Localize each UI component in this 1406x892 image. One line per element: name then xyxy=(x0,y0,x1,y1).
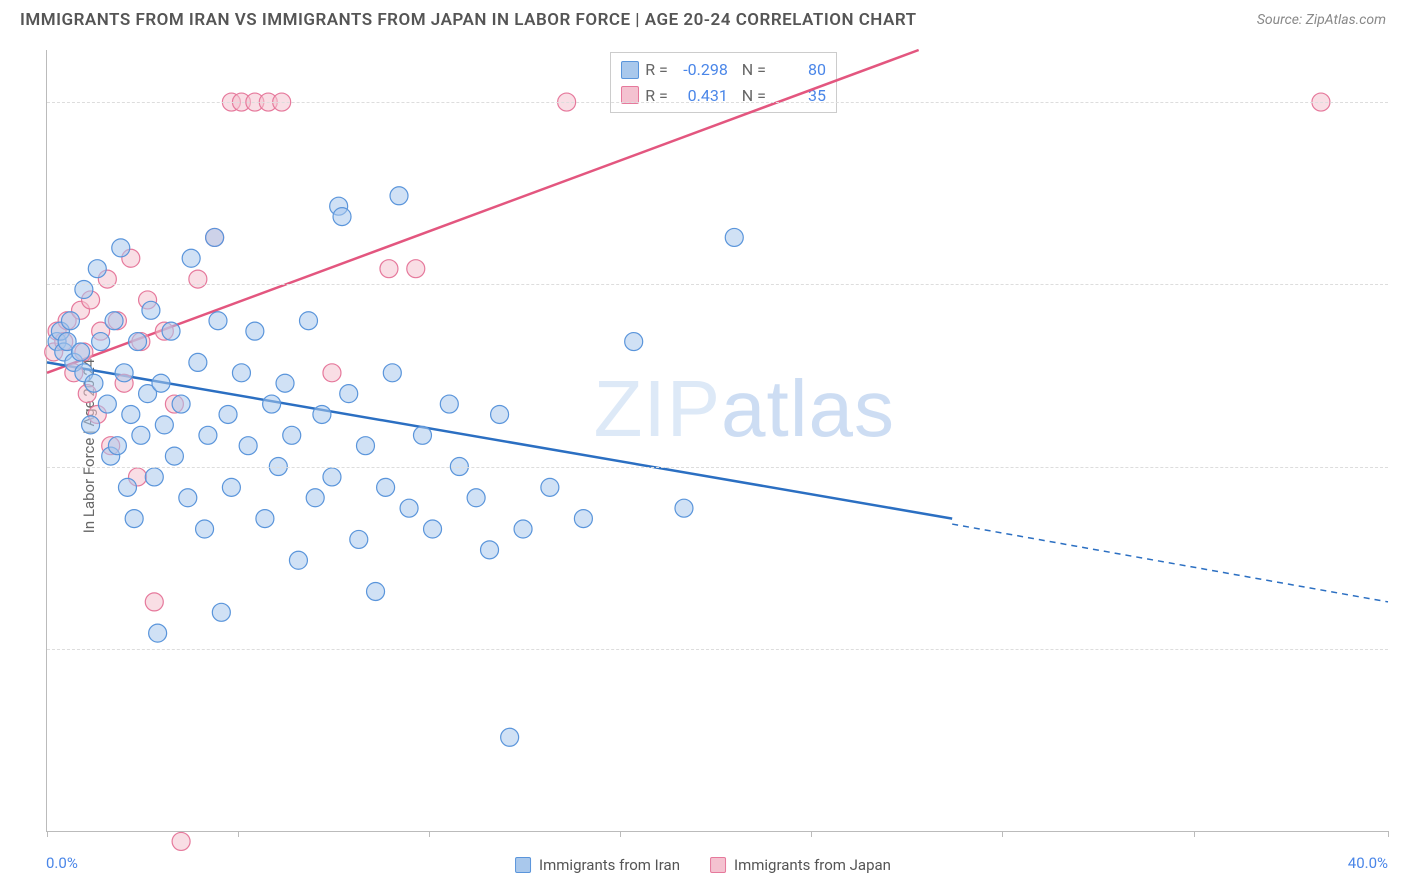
y-tick-label: 100.0% xyxy=(1398,93,1406,111)
legend-label-japan: Immigrants from Japan xyxy=(734,856,891,874)
data-point xyxy=(491,405,509,423)
data-point xyxy=(367,582,385,600)
data-point xyxy=(276,374,294,392)
data-point xyxy=(246,322,264,340)
data-point xyxy=(72,343,90,361)
legend-item-japan: Immigrants from Japan xyxy=(710,856,891,874)
legend-item-iran: Immigrants from Iran xyxy=(515,856,680,874)
data-point xyxy=(574,510,592,528)
data-point xyxy=(155,416,173,434)
data-point xyxy=(122,405,140,423)
data-point xyxy=(323,468,341,486)
data-point xyxy=(209,312,227,330)
data-point xyxy=(481,541,499,559)
data-point xyxy=(98,395,116,413)
data-point xyxy=(88,260,106,278)
data-point xyxy=(283,426,301,444)
data-point xyxy=(145,468,163,486)
data-point xyxy=(306,489,324,507)
source-label: Source: ZipAtlas.com xyxy=(1257,12,1386,28)
series-legend: Immigrants from Iran Immigrants from Jap… xyxy=(515,856,891,874)
data-point xyxy=(440,395,458,413)
data-point xyxy=(199,426,217,444)
data-point xyxy=(541,478,559,496)
data-point xyxy=(75,281,93,299)
data-point xyxy=(82,416,100,434)
legend-label-iran: Immigrants from Iran xyxy=(539,856,680,874)
data-point xyxy=(179,489,197,507)
data-point xyxy=(172,832,190,850)
data-point xyxy=(118,478,136,496)
data-point xyxy=(380,260,398,278)
data-point xyxy=(232,364,250,382)
data-point xyxy=(108,437,126,455)
scatter-svg xyxy=(47,50,1388,831)
data-point xyxy=(356,437,374,455)
data-point xyxy=(115,364,133,382)
data-point xyxy=(407,260,425,278)
data-point xyxy=(514,520,532,538)
data-point xyxy=(152,374,170,392)
data-point xyxy=(313,405,331,423)
data-point xyxy=(142,301,160,319)
data-point xyxy=(424,520,442,538)
data-point xyxy=(467,489,485,507)
data-point xyxy=(675,499,693,517)
legend-swatch-bottom-japan xyxy=(710,857,726,873)
data-point xyxy=(132,426,150,444)
data-point xyxy=(340,385,358,403)
data-point xyxy=(289,551,307,569)
data-point xyxy=(92,333,110,351)
data-point xyxy=(350,530,368,548)
legend-swatch-bottom-iran xyxy=(515,857,531,873)
data-point xyxy=(377,478,395,496)
data-point xyxy=(105,312,123,330)
data-point xyxy=(212,603,230,621)
data-point xyxy=(263,395,281,413)
data-point xyxy=(725,228,743,246)
data-point xyxy=(182,249,200,267)
y-tick-label: 47.5% xyxy=(1398,640,1406,658)
x-axis-min-label: 0.0% xyxy=(46,854,78,872)
data-point xyxy=(196,520,214,538)
data-point xyxy=(239,437,257,455)
data-point xyxy=(383,364,401,382)
data-point xyxy=(222,478,240,496)
data-point xyxy=(413,426,431,444)
data-point xyxy=(333,208,351,226)
data-point xyxy=(400,499,418,517)
data-point xyxy=(189,270,207,288)
data-point xyxy=(112,239,130,257)
y-tick-label: 65.0% xyxy=(1398,458,1406,476)
data-point xyxy=(323,364,341,382)
data-point xyxy=(172,395,190,413)
data-point xyxy=(125,510,143,528)
data-point xyxy=(206,228,224,246)
data-point xyxy=(189,353,207,371)
y-tick-label: 82.5% xyxy=(1398,275,1406,293)
data-point xyxy=(299,312,317,330)
data-point xyxy=(85,374,103,392)
x-axis-max-label: 40.0% xyxy=(1348,854,1388,872)
data-point xyxy=(256,510,274,528)
chart-title: IMMIGRANTS FROM IRAN VS IMMIGRANTS FROM … xyxy=(20,10,917,30)
data-point xyxy=(390,187,408,205)
data-point xyxy=(162,322,180,340)
chart-plot-area: ZIPatlas R = -0.298 N = 80 R = 0.431 N =… xyxy=(46,50,1388,832)
data-point xyxy=(219,405,237,423)
data-point xyxy=(625,333,643,351)
data-point xyxy=(165,447,183,465)
data-point xyxy=(501,728,519,746)
data-point xyxy=(61,312,79,330)
data-point xyxy=(145,593,163,611)
data-point xyxy=(129,333,147,351)
data-point xyxy=(149,624,167,642)
